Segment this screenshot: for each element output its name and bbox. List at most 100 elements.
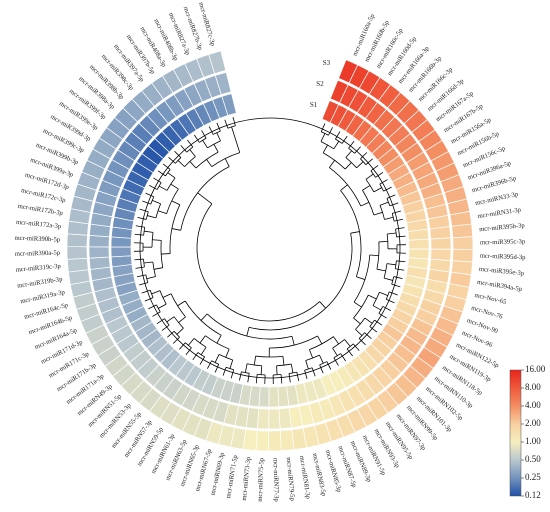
dendrogram-branch [214, 354, 220, 363]
dendrogram-branch [246, 327, 250, 337]
dendrogram-arc [305, 354, 320, 361]
legend-tick-label: 0.25 [525, 472, 541, 482]
row-label: mcr-miR390b-5p [14, 235, 61, 244]
dendrogram-branch [162, 293, 172, 298]
dendrogram-branch [260, 365, 263, 375]
dendrogram-branch [350, 231, 360, 234]
dendrogram-arc [385, 291, 390, 300]
dendrogram-branch [354, 146, 361, 154]
dendrogram-branch [224, 119, 229, 129]
dendrogram-branch [395, 227, 405, 230]
dendrogram-branch [213, 144, 219, 153]
dendrogram-branch [355, 329, 363, 336]
row-label: mcr-miRN69-3p [210, 451, 227, 496]
dendrogram-arc [155, 203, 161, 218]
dendrogram-branch [153, 267, 163, 270]
row-label: mcr-miR390a-5p [15, 250, 61, 258]
heatmap-cell [88, 256, 111, 270]
dendrogram-branch [152, 311, 161, 317]
dendrogram-arc [145, 274, 149, 283]
dendrogram-branch [216, 122, 221, 132]
legend-tick-label: 16.00 [525, 364, 546, 374]
heatmap-cell [256, 408, 270, 430]
dendrogram-branch [146, 276, 156, 280]
dendrogram-branch [152, 239, 162, 241]
dendrogram-branch [305, 360, 309, 370]
dendrogram-arc [185, 342, 192, 349]
dendrogram-branch [180, 145, 187, 153]
dendrogram-branch [158, 185, 168, 191]
dendrogram-arc [159, 290, 167, 305]
dendrogram-branch [200, 313, 208, 321]
dendrogram-root-ring [139, 117, 401, 379]
dendrogram-branch [304, 370, 308, 379]
dendrogram-branch [378, 313, 387, 319]
dendrogram-branch [188, 338, 195, 346]
dendrogram-arc [304, 367, 313, 371]
row-label: mcr-miR319a-3p [20, 289, 66, 306]
dendrogram-branch [197, 192, 213, 205]
heatmap-cell [255, 430, 270, 452]
dendrogram-arc [143, 227, 146, 236]
dendrogram-branch [360, 152, 368, 160]
heatmap-cell [452, 248, 474, 263]
heatmap-cell [268, 386, 280, 408]
dendrogram-branch [216, 132, 221, 142]
dendrogram-branch [187, 139, 194, 148]
dendrogram-branch [177, 300, 186, 307]
dendrogram-branch [311, 367, 316, 377]
heatmap-cell [429, 226, 452, 240]
dendrogram-arc [247, 363, 262, 367]
row-label: mcr-Nov-76 [470, 305, 504, 321]
heatmap-cell [279, 429, 295, 452]
heatmap-cell [110, 246, 132, 258]
dendrogram-arc [156, 304, 161, 313]
dendrogram-branch [171, 200, 180, 206]
dendrogram-arc [353, 294, 369, 319]
dendrogram-branch [134, 258, 144, 261]
row-label: mcr-miR319c-3p [15, 263, 61, 274]
dendrogram-branch [333, 357, 339, 366]
dendrogram-branch [288, 373, 291, 383]
dendrogram-branch [345, 150, 352, 158]
heatmap-cell [110, 255, 133, 268]
heatmap-cell [268, 408, 281, 430]
dendrogram-arc [365, 179, 375, 193]
dendrogram-arc [333, 353, 341, 359]
row-label: mcr-miRN73-3p [241, 456, 252, 501]
dendrogram-branch [389, 291, 398, 296]
dendrogram-branch [320, 123, 326, 132]
dendrogram-branch [174, 150, 182, 158]
dendrogram-branch [386, 194, 396, 199]
dendrogram-arc [199, 137, 207, 143]
ring-label: S1 [310, 101, 318, 109]
dendrogram-branch [360, 201, 370, 207]
dendrogram-branch [368, 294, 377, 300]
dendrogram-branch [322, 144, 328, 154]
dendrogram-branch [200, 346, 207, 355]
dendrogram-arc [288, 371, 297, 374]
dendrogram-branch [393, 276, 403, 279]
dendrogram-branch [199, 356, 205, 365]
dendrogram-arc [227, 125, 236, 129]
dendrogram-branch [387, 232, 397, 235]
dendrogram-arc [394, 260, 397, 269]
row-label: mcr-miRN75-5p [257, 457, 266, 502]
dendrogram-branch [247, 373, 250, 383]
dendrogram-branch [332, 347, 338, 356]
dendrogram-branch [232, 117, 236, 126]
dendrogram-branch [214, 364, 220, 373]
row-label: mcr-miR395e-3p [479, 266, 525, 278]
dendrogram-branch [152, 200, 161, 205]
dendrogram-branch [378, 241, 388, 243]
dendrogram-branch [340, 184, 348, 191]
dendrogram-branch [383, 186, 392, 192]
row-label: mcr-miRN31-3p [477, 206, 522, 220]
color-legend-ticks: 16.00 8.00 4.00 2.00 1.00 0.50 0.25 0.12 [521, 364, 546, 500]
dendrogram-arc [322, 152, 346, 170]
legend-tick-label: 4.00 [525, 400, 541, 410]
dendrogram-branch [224, 158, 230, 167]
dendrogram-arc [346, 343, 354, 350]
heatmap-cell [451, 223, 474, 239]
dendrogram-branch [353, 343, 360, 351]
